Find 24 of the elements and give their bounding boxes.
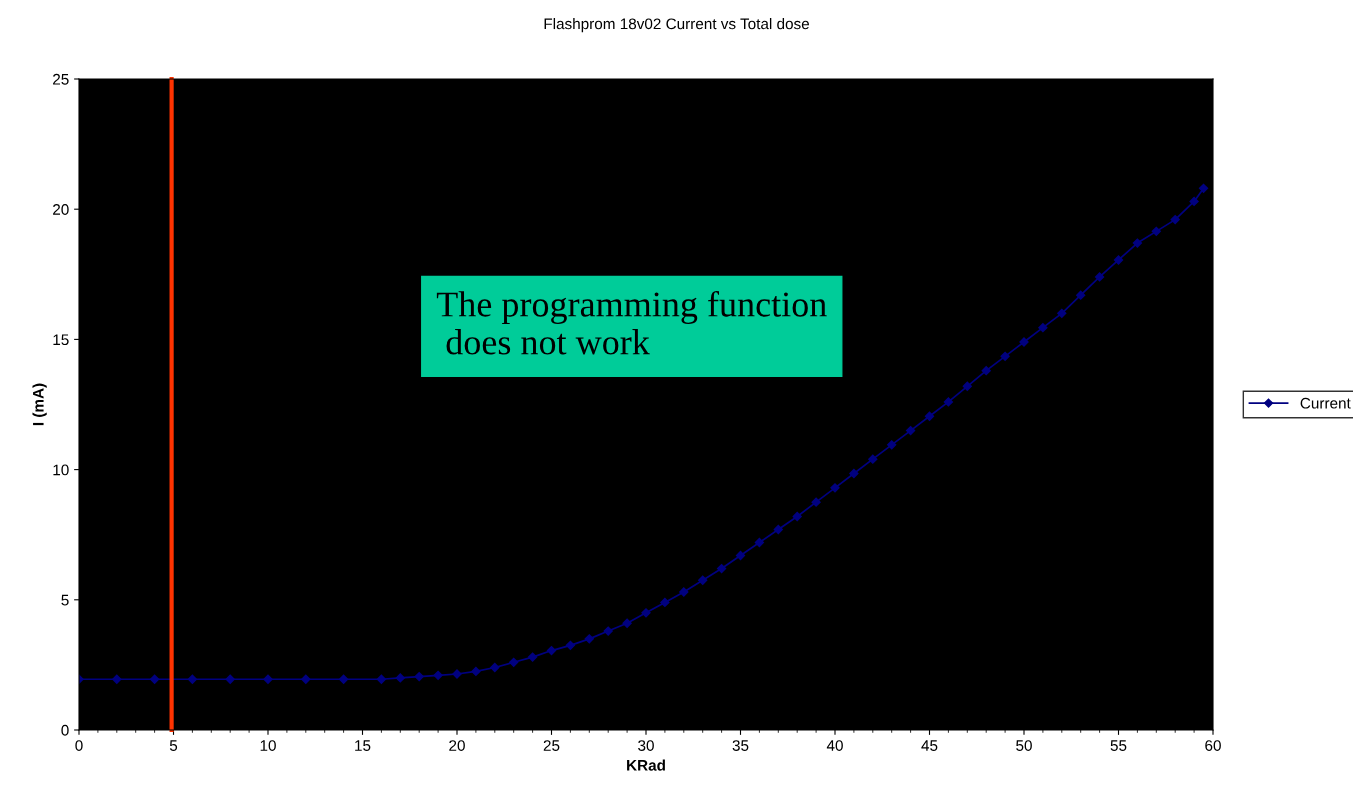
x-axis-title: KRad <box>627 759 665 771</box>
x-tick-label: 15 <box>355 740 371 751</box>
annotation: The programming function does not work <box>436 290 827 355</box>
x-tick-label: 45 <box>921 740 938 751</box>
y-tick-label: 15 <box>53 334 69 346</box>
chart-title: Flashprom 18v02 Current vs Total dose <box>544 18 810 33</box>
x-tick-label: 60 <box>1205 740 1221 751</box>
x-tick-label: 40 <box>826 740 843 751</box>
x-tick-label: 25 <box>543 740 560 751</box>
y-tick-label: 20 <box>53 204 69 215</box>
x-tick-label: 30 <box>638 740 654 751</box>
x-tick-label: 10 <box>260 740 276 751</box>
y-tick-label: 10 <box>53 464 69 476</box>
y-axis-title: I (mA) <box>32 383 47 426</box>
x-tick-label: 20 <box>449 740 465 751</box>
x-tick-label: 35 <box>732 740 749 751</box>
legend-label: Current <box>1300 397 1351 409</box>
x-tick-label: 55 <box>1110 740 1127 751</box>
y-tick-label: 25 <box>53 73 69 85</box>
x-tick-label: 50 <box>1016 740 1032 751</box>
x-tick-label: 0 <box>75 740 83 751</box>
y-tick-label: 0 <box>61 724 69 736</box>
x-tick-label: 5 <box>169 740 178 751</box>
y-tick-label: 5 <box>61 594 69 606</box>
